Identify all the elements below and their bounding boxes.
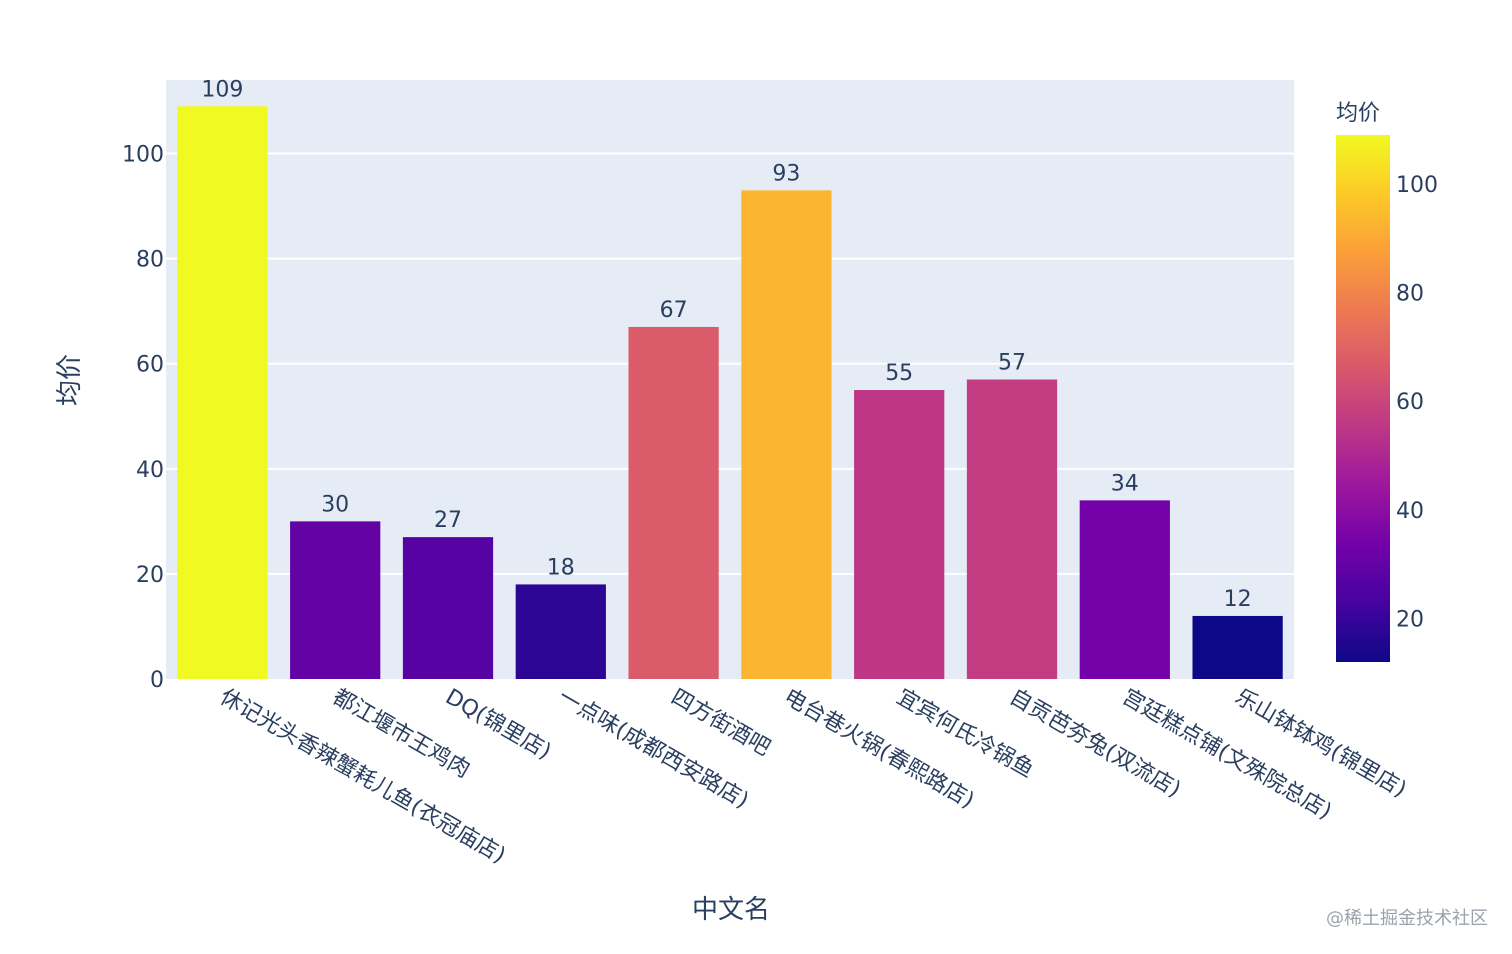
- y-axis-title: 均价: [55, 354, 85, 406]
- bar-value-label: 109: [201, 77, 243, 102]
- bar-value-label: 57: [998, 351, 1026, 376]
- x-tick-label: 宫廷糕点铺(文殊院总店): [1118, 685, 1336, 825]
- colorbar: [1336, 135, 1390, 662]
- bar: [854, 390, 945, 679]
- x-tick-label: 一点味(成都西安路店): [554, 685, 753, 814]
- y-tick-label: 60: [136, 353, 164, 378]
- x-tick-label: 电台巷火锅(春熙路店): [779, 685, 978, 814]
- bar-value-label: 18: [547, 555, 575, 580]
- y-tick-label: 100: [122, 143, 164, 168]
- bar: [966, 379, 1058, 679]
- colorbar-title: 均价: [1336, 101, 1380, 126]
- bar-value-label: 55: [885, 361, 913, 386]
- bar-value-label: 67: [660, 298, 688, 323]
- y-axis-ticks: 0 20 40 60 80 100: [122, 143, 164, 693]
- x-axis-title: 中文名: [692, 895, 770, 925]
- colorbar-ticks: 20 40 60 80 100: [1396, 173, 1438, 633]
- bar: [1192, 615, 1283, 679]
- colorbar-tick-label: 20: [1396, 608, 1424, 633]
- colorbar-tick-label: 100: [1396, 173, 1438, 198]
- bars: [177, 106, 1283, 680]
- bar-value-label: 27: [434, 508, 462, 533]
- watermark: @稀土掘金技术社区: [1326, 908, 1488, 929]
- bar-value-label: 34: [1111, 471, 1139, 496]
- bar: [1079, 500, 1170, 679]
- bar: [402, 537, 494, 679]
- bar-value-label: 30: [321, 492, 349, 517]
- y-tick-label: 40: [136, 458, 164, 483]
- bar-value-label: 93: [772, 161, 800, 186]
- colorbar-tick-label: 80: [1396, 282, 1424, 307]
- bar: [741, 190, 832, 679]
- bar: [628, 326, 719, 679]
- x-tick-label: 四方街酒吧: [667, 685, 775, 762]
- colorbar-tick-label: 40: [1396, 499, 1424, 524]
- bar: [177, 106, 268, 680]
- y-tick-label: 0: [150, 668, 164, 693]
- bar: [290, 521, 381, 679]
- bar: [515, 584, 606, 679]
- bar-value-label: 12: [1224, 587, 1252, 612]
- y-tick-label: 20: [136, 563, 164, 588]
- bar-value-labels: 109 30 27 18 67 93 55 57 34 12: [201, 77, 1251, 612]
- colorbar-tick-label: 60: [1396, 390, 1424, 415]
- y-tick-label: 80: [136, 248, 164, 273]
- x-axis-tick-labels: 休记光头香辣蟹耗儿鱼(衣冠庙店)都江堰市王鸡肉DQ(锦里店)一点味(成都西安路店…: [215, 685, 1410, 869]
